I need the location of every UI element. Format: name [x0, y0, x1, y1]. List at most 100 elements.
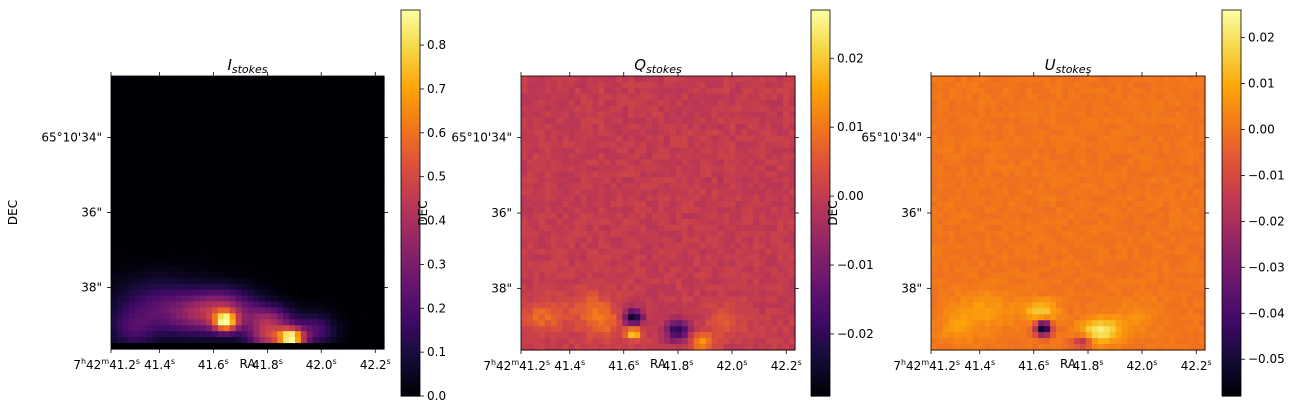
- heatmap-cell: [1139, 87, 1147, 95]
- heatmap-cell: [783, 76, 790, 83]
- colorbar-segment: [401, 360, 420, 365]
- heatmap-cell: [140, 212, 148, 220]
- heatmap-cell: [711, 165, 719, 172]
- heatmap-cell: [610, 266, 617, 274]
- heatmap-cell: [354, 153, 361, 160]
- heatmap-cell: [562, 224, 570, 232]
- heatmap-cell: [598, 171, 605, 178]
- heatmap-cell: [128, 271, 136, 279]
- heatmap-cell: [735, 76, 742, 83]
- heatmap-cell: [699, 99, 707, 107]
- heatmap-cell: [1175, 111, 1182, 119]
- heatmap-cell: [205, 236, 213, 243]
- heatmap-cell: [211, 194, 219, 202]
- heatmap-cell: [1026, 105, 1033, 113]
- heatmap-cell: [205, 212, 213, 220]
- heatmap-cell: [598, 242, 605, 250]
- heatmap-cell: [942, 111, 950, 119]
- heatmap-cell: [771, 153, 778, 160]
- heatmap-cell: [789, 266, 796, 274]
- heatmap-cell: [217, 295, 225, 303]
- heatmap-cell: [984, 105, 992, 113]
- heatmap-cell: [111, 147, 118, 154]
- heatmap-cell: [634, 248, 641, 256]
- heatmap-cell: [789, 284, 796, 292]
- heatmap-cell: [336, 283, 344, 291]
- heatmap-cell: [574, 87, 582, 95]
- heatmap-cell: [1187, 105, 1194, 113]
- heatmap-cell: [235, 224, 243, 231]
- heatmap-cell: [372, 182, 379, 190]
- y-tick-label: 65°10'34": [41, 130, 102, 144]
- heatmap-cell: [1002, 87, 1010, 95]
- heatmap-cell: [217, 289, 225, 297]
- heatmap-cell: [574, 290, 582, 297]
- heatmap-cell: [134, 343, 142, 350]
- heatmap-cell: [521, 254, 528, 262]
- heatmap-cell: [580, 218, 588, 226]
- heatmap-cell: [146, 123, 154, 131]
- heatmap-cell: [663, 123, 671, 131]
- heatmap-cell: [538, 332, 546, 339]
- heatmap-cell: [544, 207, 552, 214]
- heatmap-cell: [205, 87, 213, 95]
- heatmap-cell: [1145, 87, 1152, 95]
- heatmap-cell: [205, 325, 213, 332]
- heatmap-cell: [188, 105, 195, 113]
- heatmap-cell: [348, 111, 355, 119]
- heatmap-cell: [568, 129, 576, 137]
- heatmap-cell: [217, 212, 225, 220]
- heatmap-cell: [360, 170, 367, 178]
- heatmap-cell: [134, 265, 142, 273]
- heatmap-cell: [550, 159, 558, 166]
- heatmap-cell: [134, 135, 142, 142]
- heatmap-cell: [1193, 87, 1200, 95]
- heatmap-cell: [663, 230, 671, 238]
- heatmap-cell: [616, 302, 623, 309]
- heatmap-cell: [235, 277, 243, 285]
- heatmap-cell: [521, 159, 528, 166]
- heatmap-cell: [747, 195, 754, 202]
- colorbar-segment: [401, 177, 420, 182]
- heatmap-cell: [217, 170, 225, 178]
- heatmap-cell: [324, 224, 332, 231]
- heatmap-cell: [705, 284, 713, 292]
- heatmap-cell: [598, 296, 605, 303]
- heatmap-cell: [622, 87, 629, 95]
- heatmap-cell: [622, 266, 629, 274]
- heatmap-cell: [550, 254, 558, 262]
- heatmap-cell: [306, 105, 314, 113]
- heatmap-cell: [628, 81, 635, 89]
- heatmap-cell: [1181, 123, 1188, 131]
- heatmap-cell: [592, 201, 600, 208]
- heatmap-cell: [1193, 105, 1200, 113]
- heatmap-cell: [271, 165, 278, 172]
- heatmap-cell: [705, 332, 713, 339]
- heatmap-cell: [789, 314, 796, 321]
- heatmap-cell: [259, 182, 266, 190]
- heatmap-cell: [550, 302, 558, 309]
- heatmap-cell: [188, 301, 195, 309]
- heatmap-cell: [378, 259, 385, 267]
- heatmap-cell: [747, 308, 754, 315]
- heatmap-cell: [1032, 81, 1039, 89]
- heatmap-cell: [324, 337, 332, 344]
- heatmap-cell: [699, 284, 707, 292]
- heatmap-cell: [247, 230, 255, 237]
- heatmap-cell: [194, 111, 201, 119]
- heatmap-cell: [777, 290, 784, 297]
- heatmap-cell: [306, 111, 314, 119]
- heatmap-cell: [753, 111, 760, 119]
- heatmap-cell: [318, 153, 326, 160]
- heatmap-cell: [366, 248, 373, 255]
- heatmap-cell: [253, 307, 260, 314]
- heatmap-cell: [182, 93, 189, 101]
- heatmap-cell: [372, 236, 379, 243]
- heatmap-cell: [729, 224, 737, 232]
- heatmap-cell: [372, 259, 379, 267]
- heatmap-cell: [610, 123, 617, 131]
- heatmap-cell: [978, 99, 986, 107]
- heatmap-cell: [622, 302, 629, 309]
- heatmap-cell: [723, 171, 731, 178]
- heatmap-cell: [336, 93, 344, 101]
